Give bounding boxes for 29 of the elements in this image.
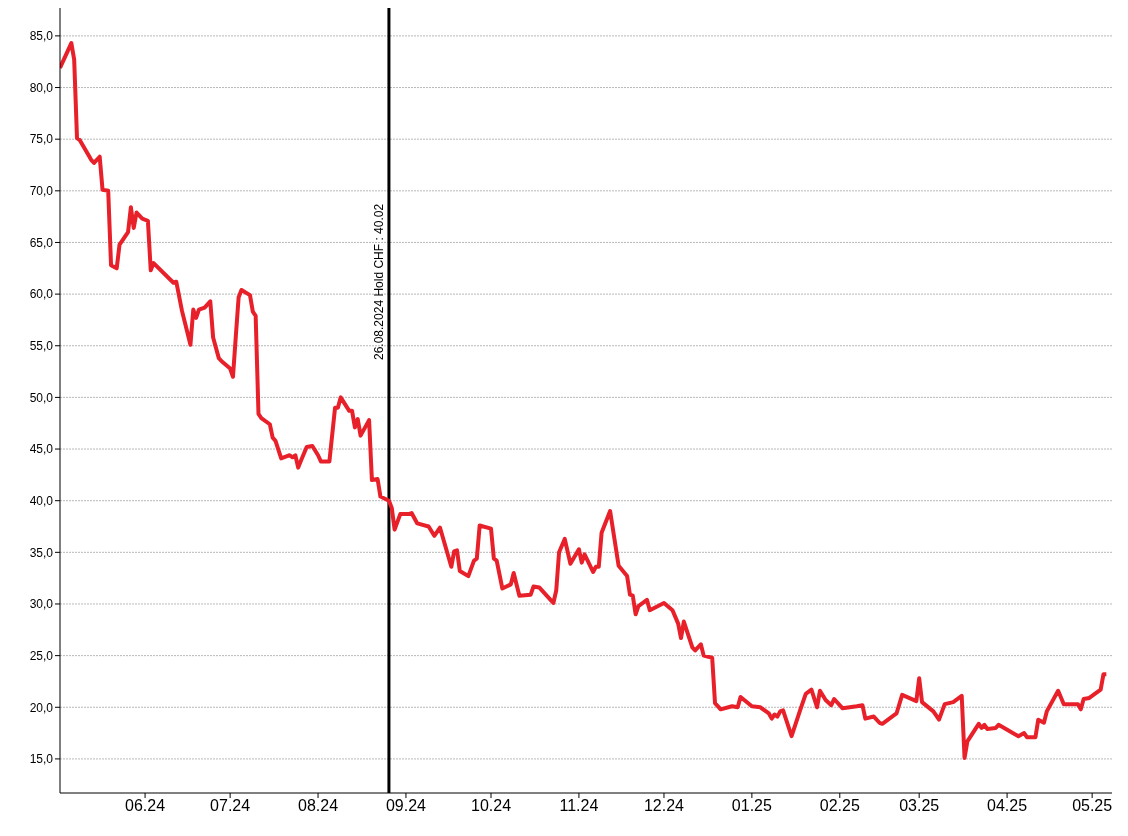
x-tick-label: 03.25 (899, 797, 940, 815)
ref-line-label: 26.08.2024 Hold CHF : 40.02 (371, 203, 386, 360)
x-tick-label: 07.24 (210, 797, 251, 815)
y-tick-label: 55,0 (29, 339, 54, 354)
y-tick-label: 65,0 (29, 235, 54, 250)
x-tick-label: 08.24 (298, 797, 339, 815)
y-tick-label: 25,0 (29, 648, 54, 663)
x-tick-label: 05.25 (1072, 797, 1113, 815)
y-tick-label: 40,0 (29, 493, 54, 508)
y-tick-label: 75,0 (29, 132, 54, 147)
y-tick-label: 60,0 (29, 287, 54, 302)
y-tick-label: 85,0 (29, 29, 54, 44)
y-tick-label: 45,0 (29, 442, 54, 457)
x-tick-label: 01.25 (731, 797, 772, 815)
y-tick-label: 20,0 (29, 700, 54, 715)
y-tick-label: 35,0 (29, 545, 54, 560)
y-tick-label: 15,0 (29, 752, 54, 767)
x-tick-label: 06.24 (125, 797, 166, 815)
y-tick-label: 30,0 (29, 597, 54, 612)
x-tick-label: 11.24 (559, 797, 599, 815)
x-tick-label: 12.24 (643, 797, 685, 815)
x-tick-label: 02.25 (819, 797, 860, 815)
x-tick-label: 10.24 (470, 797, 512, 815)
y-tick-label: 70,0 (29, 184, 54, 199)
x-tick-label: 09.24 (385, 797, 427, 815)
y-tick-label: 50,0 (29, 390, 54, 405)
x-tick-label: 04.25 (987, 797, 1028, 815)
y-tick-label: 80,0 (29, 80, 54, 95)
line-series (60, 41, 1109, 760)
